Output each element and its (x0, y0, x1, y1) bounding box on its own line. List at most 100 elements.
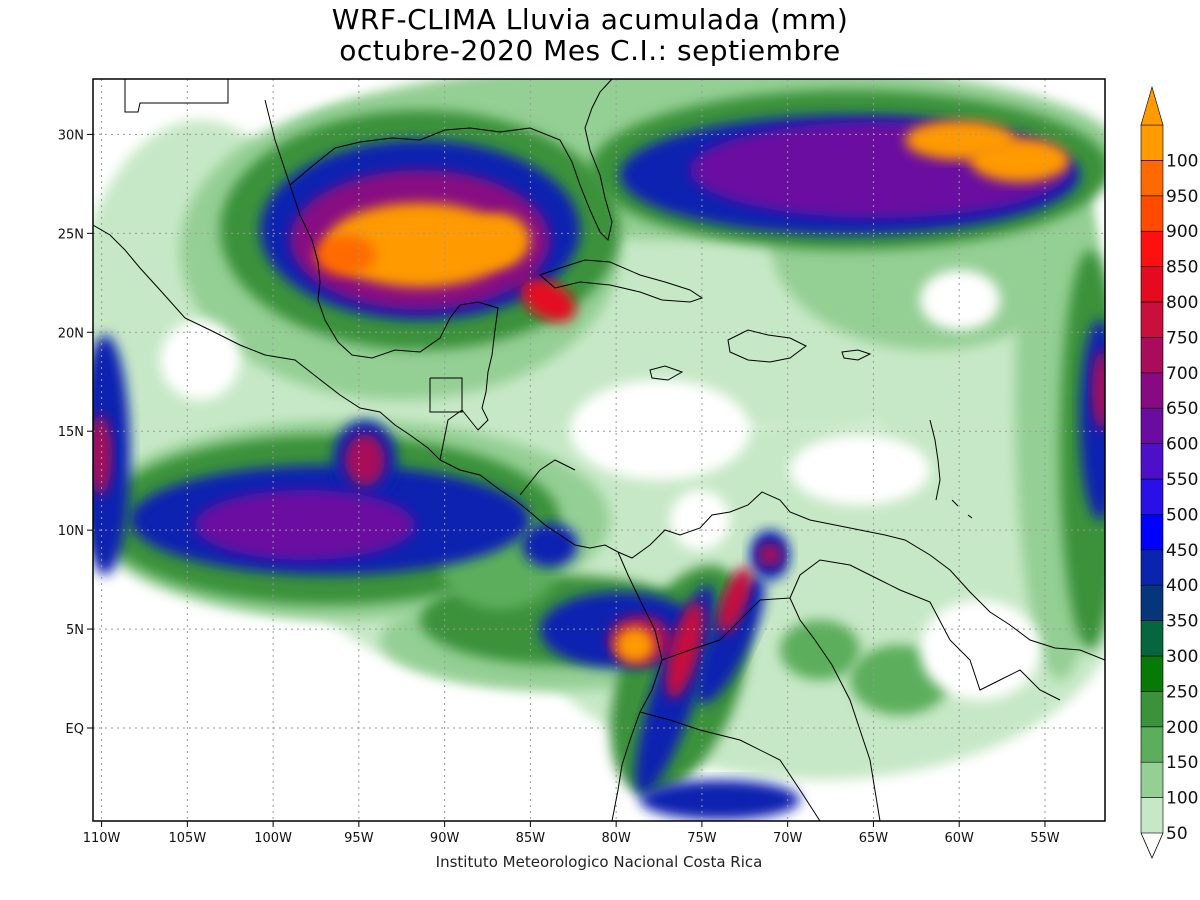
map-title-line2: octubre-2020 Mes C.I.: septiembre (339, 34, 841, 67)
lat-tick-label: 30N (58, 128, 84, 143)
legend-swatch (1140, 443, 1164, 480)
legend-label: 550 (1166, 470, 1198, 490)
rainfall-contour (695, 575, 765, 705)
legend-label: 500 (1166, 505, 1198, 525)
gulf-coast (264, 99, 499, 431)
legend-overflow-arrow (1140, 85, 1164, 126)
lat-tick-label: 10N (58, 524, 84, 539)
lon-tick-label: 70W (773, 831, 803, 846)
legend-swatch (1140, 124, 1164, 161)
north-america-coast (93, 224, 619, 553)
us-gulf-coast (289, 79, 613, 241)
legend-label: 950 (1166, 187, 1198, 207)
legend-swatch (1140, 160, 1164, 197)
lon-tick-label: 60W (945, 831, 975, 846)
lon-tick-label: 90W (430, 831, 460, 846)
legend-label: 250 (1166, 682, 1198, 702)
rainfall-field (93, 79, 1105, 821)
rainfall-contour (780, 620, 860, 680)
venezuela-border (789, 559, 1061, 701)
dry-area (920, 600, 1040, 700)
lesser-antilles (929, 419, 973, 519)
dry-area (670, 490, 730, 550)
lat-tick-label: EQ (66, 722, 84, 737)
central-america-borders (429, 377, 576, 496)
lat-tick-label: 20N (58, 326, 84, 341)
rainfall-contour (758, 543, 782, 567)
institution-credit: Instituto Meteorologico Nacional Costa R… (435, 853, 763, 871)
rainfall-contour (93, 415, 112, 495)
legend-swatch (1140, 620, 1164, 657)
dry-area (160, 320, 240, 400)
legend-label: 100 (1166, 151, 1198, 171)
legend-label: 350 (1166, 612, 1198, 632)
legend-label: 750 (1166, 328, 1198, 348)
map-frame (92, 78, 1106, 822)
rainfall-contour (666, 601, 704, 699)
legend-swatch (1140, 726, 1164, 763)
legend-swatch (1140, 337, 1164, 374)
legend-label: 450 (1166, 541, 1198, 561)
dry-area (570, 380, 750, 480)
latitude-axis: 30N 25N 20N 15N 10N 5N EQ (58, 128, 93, 737)
legend-swatch (1140, 372, 1164, 409)
rainfall-contour (195, 490, 415, 560)
legend-swatch (1140, 478, 1164, 515)
color-legend: 50 100 150 200 250 300 350 400 450 500 550 600 650 70… (1140, 85, 1198, 859)
puerto-rico-coast (841, 349, 872, 361)
rainfall-contour (718, 566, 752, 634)
legend-swatch (1140, 549, 1164, 586)
legend-label: 650 (1166, 399, 1198, 419)
south-america-coast (617, 491, 1105, 661)
legend-label: 400 (1166, 576, 1198, 596)
lon-tick-label: 55W (1030, 831, 1060, 846)
jamaica-coast (649, 365, 684, 381)
legend-swatch (1140, 230, 1164, 267)
rainfall-contour (905, 120, 1015, 160)
rainfall-contour (470, 214, 530, 266)
legend-label: 600 (1166, 435, 1198, 455)
legend-swatch (1140, 195, 1164, 232)
legend-swatch (1140, 407, 1164, 444)
legend-swatch (1140, 655, 1164, 692)
lat-tick-label: 15N (58, 425, 84, 440)
rainfall-contour (522, 523, 578, 567)
dry-area (790, 435, 930, 505)
legend-label: 100 (1166, 789, 1198, 809)
colombia-border (661, 597, 881, 821)
rainfall-contour (325, 203, 515, 287)
legend-label: 700 (1166, 364, 1198, 384)
legend-label: 800 (1166, 293, 1198, 313)
rainfall-contour (345, 434, 385, 486)
legend-label: 900 (1166, 222, 1198, 242)
baja-california (124, 79, 229, 113)
map-title-line1: WRF-CLIMA Lluvia acumulada (mm) (331, 3, 849, 36)
legend-swatch (1140, 761, 1164, 798)
lon-tick-label: 110W (83, 831, 121, 846)
legend-swatch (1140, 266, 1164, 303)
pacific-south-america (611, 551, 663, 821)
dry-area (920, 270, 1000, 330)
legend-label: 300 (1166, 647, 1198, 667)
lon-tick-label: 100W (254, 831, 292, 846)
legend-label: 150 (1166, 753, 1198, 773)
legend-label: 50 (1166, 824, 1188, 844)
lon-tick-label: 75W (687, 831, 717, 846)
legend-swatch (1140, 301, 1164, 338)
longitude-axis: 110W 105W 100W 95W 90W 85W 80W 75W 70W 65W 60W 55W (83, 821, 1060, 846)
rainfall-contour (1092, 350, 1105, 430)
legend-swatch (1140, 691, 1164, 728)
legend-underflow-tail (1140, 832, 1164, 859)
lon-tick-label: 85W (516, 831, 546, 846)
lon-tick-label: 105W (169, 831, 207, 846)
lat-tick-label: 5N (66, 623, 84, 638)
cuba-coast (539, 259, 704, 303)
legend-swatch (1140, 584, 1164, 621)
lon-tick-label: 80W (601, 831, 631, 846)
rainfall-contour (615, 627, 655, 663)
legend-label: 200 (1166, 718, 1198, 738)
rainfall-contour (520, 278, 576, 322)
lon-tick-label: 95W (344, 831, 374, 846)
legend-label: 850 (1166, 258, 1198, 278)
